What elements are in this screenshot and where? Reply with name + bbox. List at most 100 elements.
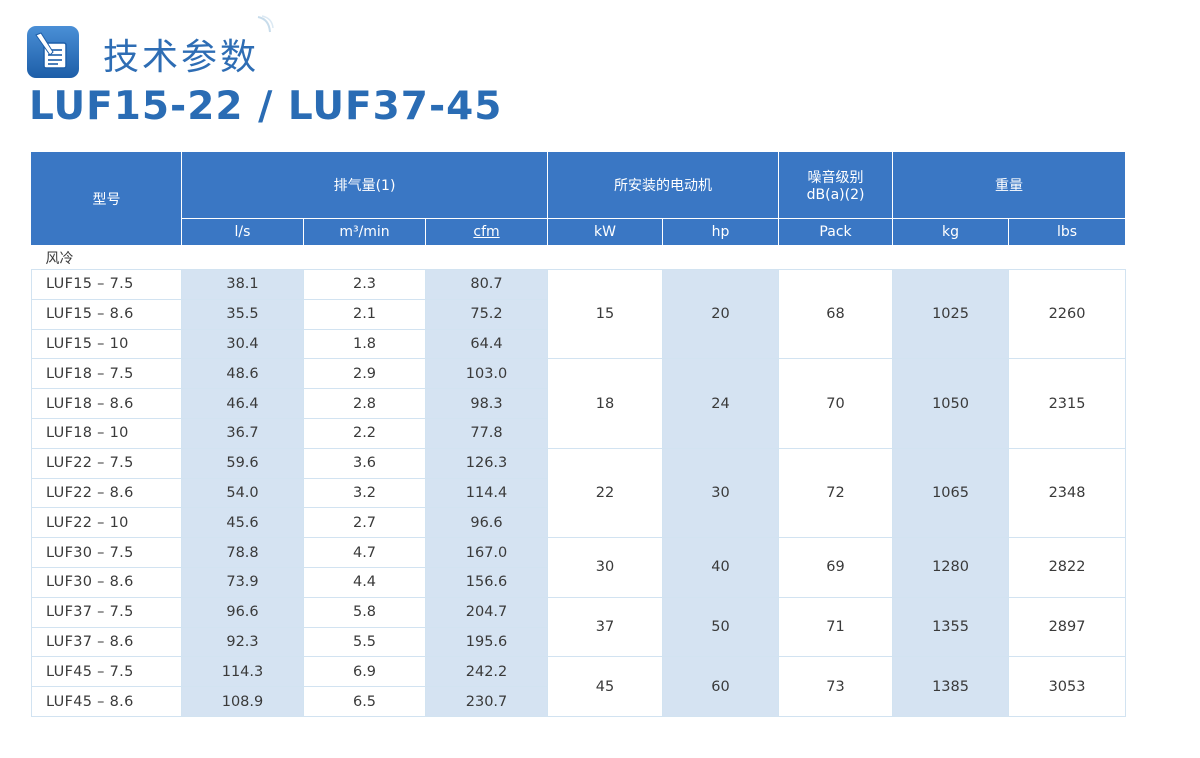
cell-ls: 92.3 <box>181 626 304 658</box>
table-row: LUF15 – 10 30.4 1.8 64.4 <box>31 328 1126 360</box>
header-airflow: 排气量(1) <box>180 151 549 219</box>
cell-cfm: 204.7 <box>424 596 549 628</box>
cell-m3min: 2.8 <box>303 388 426 419</box>
cell-pack: 71 <box>778 596 894 658</box>
cell-model: LUF18 – 7.5 <box>31 358 182 390</box>
cell-kw: 22 <box>547 447 664 539</box>
cell-ls: 108.9 <box>181 686 304 717</box>
cell-lbs: 3053 <box>1008 656 1127 717</box>
cell-ls: 73.9 <box>181 566 304 598</box>
cell-ls: 96.6 <box>181 596 304 628</box>
cell-kg: 1050 <box>892 358 1010 449</box>
cell-lbs: 2260 <box>1008 268 1127 360</box>
cell-ls: 46.4 <box>181 388 304 419</box>
table-row: LUF18 – 7.5 48.6 2.9 103.0 18 24 70 1050… <box>31 358 1127 449</box>
unit-cfm: cfm <box>424 218 549 246</box>
cell-kg: 1025 <box>892 268 1010 360</box>
unit-pack: Pack <box>778 218 894 246</box>
cell-cfm: 64.4 <box>424 328 549 360</box>
cell-hp: 60 <box>662 656 780 717</box>
cell-model: LUF22 – 8.6 <box>31 477 182 509</box>
cell-ls: 30.4 <box>181 328 304 360</box>
cell-model: LUF18 – 8.6 <box>31 388 182 419</box>
cell-hp: 40 <box>662 537 780 598</box>
cell-model: LUF45 – 7.5 <box>31 656 182 688</box>
unit-kg: kg <box>892 218 1010 246</box>
cell-m3min: 6.9 <box>303 656 426 688</box>
cell-kw: 37 <box>547 596 664 658</box>
cell-ls: 114.3 <box>181 656 304 688</box>
cell-hp: 24 <box>662 358 780 449</box>
cell-m3min: 3.2 <box>303 477 426 509</box>
table-row: LUF45 – 7.5 114.3 6.9 242.2 45 60 73 138… <box>31 656 1127 717</box>
cell-kw: 30 <box>547 537 664 598</box>
header-noise: 噪音级别 dB(a)(2) <box>778 151 894 219</box>
cell-cfm: 195.6 <box>424 626 549 658</box>
cell-kg: 1355 <box>892 596 1010 658</box>
table-row: LUF37 – 7.5 96.6 5.8 204.7 37 50 71 1355… <box>31 596 1127 658</box>
unit-lbs: lbs <box>1008 218 1127 246</box>
cell-m3min: 2.1 <box>303 298 426 330</box>
cell-model: LUF15 – 10 <box>31 328 182 360</box>
table-row: LUF45 – 8.6 108.9 6.5 230.7 <box>31 686 1126 717</box>
cell-m3min: 1.8 <box>303 328 426 360</box>
section-title: 技术参数 <box>103 37 260 78</box>
cell-cfm: 98.3 <box>424 388 549 419</box>
cell-kg: 1280 <box>892 537 1010 598</box>
cell-lbs: 2822 <box>1008 537 1127 598</box>
table-row: LUF18 – 8.6 46.4 2.8 98.3 <box>31 388 1126 419</box>
cell-m3min: 5.8 <box>303 596 426 628</box>
cell-hp: 20 <box>662 268 780 360</box>
cell-m3min: 2.7 <box>303 507 426 539</box>
cell-pack: 69 <box>778 537 894 598</box>
cell-kw: 45 <box>547 656 664 717</box>
cell-m3min: 4.4 <box>303 566 426 598</box>
cell-m3min: 5.5 <box>303 626 426 658</box>
table-row: LUF18 – 10 36.7 2.2 77.8 <box>31 417 1126 449</box>
cell-kg: 1065 <box>892 447 1010 539</box>
cell-cfm: 242.2 <box>424 656 549 688</box>
cell-m3min: 2.9 <box>303 358 426 390</box>
table-row: LUF30 – 7.5 78.8 4.7 167.0 30 40 69 1280… <box>31 537 1127 598</box>
cell-cfm: 167.0 <box>424 537 549 568</box>
table-row: LUF15 – 7.5 38.1 2.3 80.7 15 20 68 1025 … <box>31 268 1127 360</box>
cell-ls: 45.6 <box>181 507 304 539</box>
cell-m3min: 3.6 <box>303 447 426 479</box>
cell-lbs: 2348 <box>1008 447 1127 539</box>
header-noise-line1: 噪音级别 <box>807 170 864 186</box>
header-motor: 所安装的电动机 <box>547 151 780 219</box>
cell-m3min: 4.7 <box>303 537 426 568</box>
cell-ls: 59.6 <box>181 447 304 479</box>
cell-ls: 54.0 <box>181 477 304 509</box>
cell-cfm: 103.0 <box>424 358 549 390</box>
cell-pack: 73 <box>778 656 894 717</box>
cell-cfm: 114.4 <box>424 477 549 509</box>
cell-pack: 72 <box>778 447 894 539</box>
cell-cfm: 77.8 <box>424 417 549 449</box>
table-row: LUF22 – 7.5 59.6 3.6 126.3 22 30 72 1065… <box>31 447 1127 539</box>
cell-ls: 38.1 <box>181 269 304 300</box>
cell-cfm: 80.7 <box>424 269 549 300</box>
spec-table: 型号 排气量(1) 所安装的电动机 噪音级别 dB(a)(2) 重量 l/s m… <box>31 151 1127 717</box>
table-row: LUF37 – 8.6 92.3 5.5 195.6 <box>31 626 1126 658</box>
table-row: LUF15 – 8.6 35.5 2.1 75.2 <box>31 298 1126 330</box>
cell-m3min: 2.3 <box>303 269 426 300</box>
unit-kw: kW <box>547 218 664 246</box>
cell-pack: 70 <box>778 358 894 449</box>
cell-ls: 48.6 <box>181 358 304 390</box>
cell-cfm: 230.7 <box>424 686 549 717</box>
group-label: 风冷 <box>31 245 1126 270</box>
table-row: LUF22 – 10 45.6 2.7 96.6 <box>31 507 1126 539</box>
cell-model: LUF15 – 8.6 <box>31 298 182 330</box>
cell-model: LUF22 – 10 <box>31 507 182 539</box>
cell-cfm: 156.6 <box>424 566 549 598</box>
header-weight: 重量 <box>892 151 1127 219</box>
cell-model: LUF45 – 8.6 <box>31 686 182 717</box>
cell-ls: 35.5 <box>181 298 304 330</box>
cell-ls: 78.8 <box>181 537 304 568</box>
cell-cfm: 126.3 <box>424 447 549 479</box>
cell-cfm: 75.2 <box>424 298 549 330</box>
cell-m3min: 2.2 <box>303 417 426 449</box>
cell-model: LUF37 – 7.5 <box>31 596 182 628</box>
cell-model: LUF18 – 10 <box>31 417 182 449</box>
